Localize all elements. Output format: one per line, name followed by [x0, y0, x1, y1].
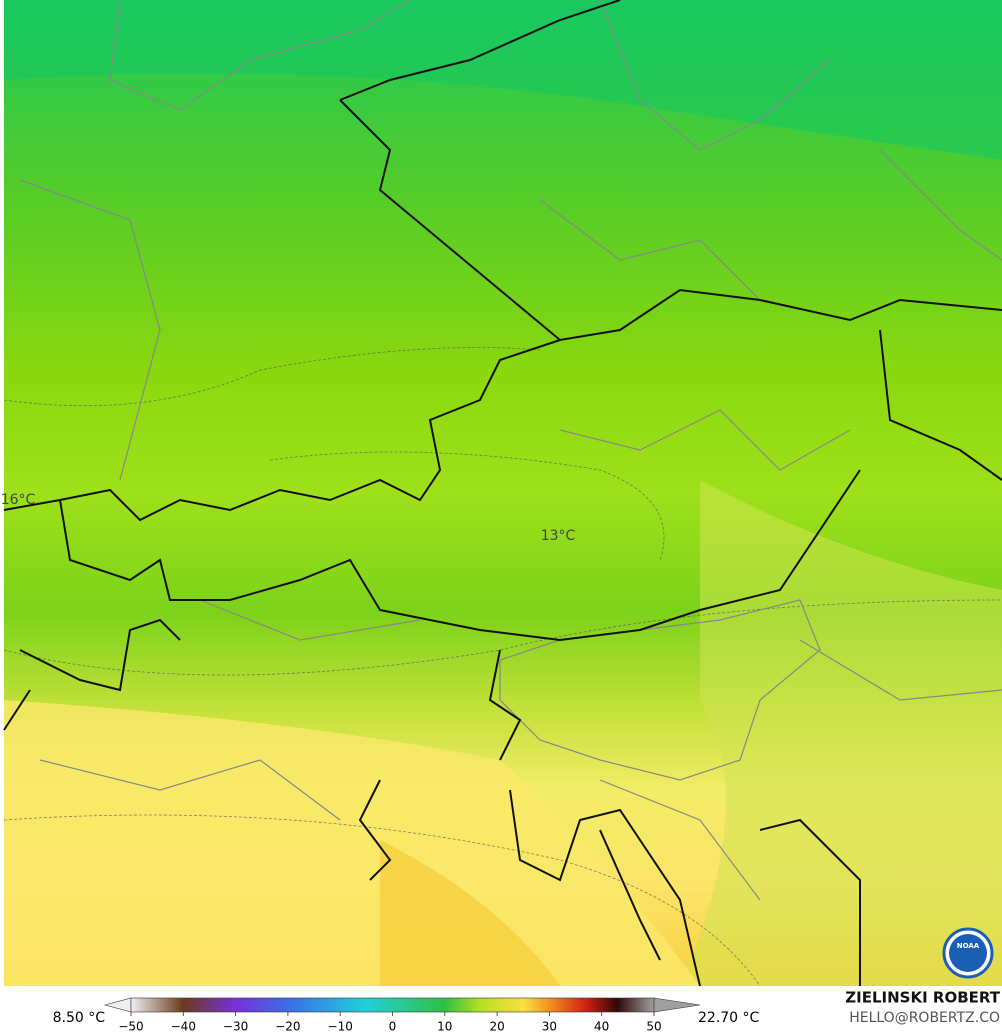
warm-zone [4, 700, 700, 986]
warm-zone [680, 480, 1002, 986]
colorbar-tick-label: −50 [118, 1020, 143, 1034]
colorbar-tick-label: −30 [223, 1020, 248, 1034]
max-value: 22.70 °C [698, 1010, 760, 1026]
temperature-label: 13°C [541, 528, 576, 544]
colorbar: 8.50 °C 22.70 °C −50 −40 −30 −20 −10 0 10 20 30 4… [53, 997, 760, 1034]
min-value: 8.50 °C [53, 1010, 106, 1026]
isotherm [3, 599, 1002, 676]
colorbar-tick-label: 40 [594, 1020, 609, 1034]
isotherm [3, 814, 761, 987]
contact: HELLO@ROBERTZ.CO [849, 1010, 1000, 1026]
colorbar-bar [130, 997, 655, 1013]
cool-zone [4, 0, 1002, 160]
colorbar-tick-label: −20 [275, 1020, 300, 1034]
colorbar-tick-label: 0 [389, 1020, 397, 1034]
isotherm [3, 347, 541, 407]
logo-disc [949, 934, 987, 972]
colorbar-tick-label: 10 [437, 1020, 452, 1034]
colorbar-arrow [653, 997, 701, 1013]
country-borders [3, 0, 1002, 987]
temperature-label: 16°C [1, 492, 36, 508]
warm-zone [380, 840, 560, 986]
colorbar-tick-label: 20 [489, 1020, 504, 1034]
colorbar-tick-label: 50 [646, 1020, 661, 1034]
colorbar-tick-label: −10 [328, 1020, 353, 1034]
colorbar-tick-label: −40 [171, 1020, 196, 1034]
logo-text: NOAA [957, 942, 980, 950]
colorbar-tick-label: 30 [542, 1020, 557, 1034]
map: 16°C 13°C NOAA [1, 0, 1002, 987]
author: ZIELINSKI ROBERT [845, 989, 1000, 1007]
region-borders [19, 0, 1002, 901]
noaa-logo: NOAA [942, 927, 994, 979]
colorbar-arrow [103, 997, 132, 1013]
